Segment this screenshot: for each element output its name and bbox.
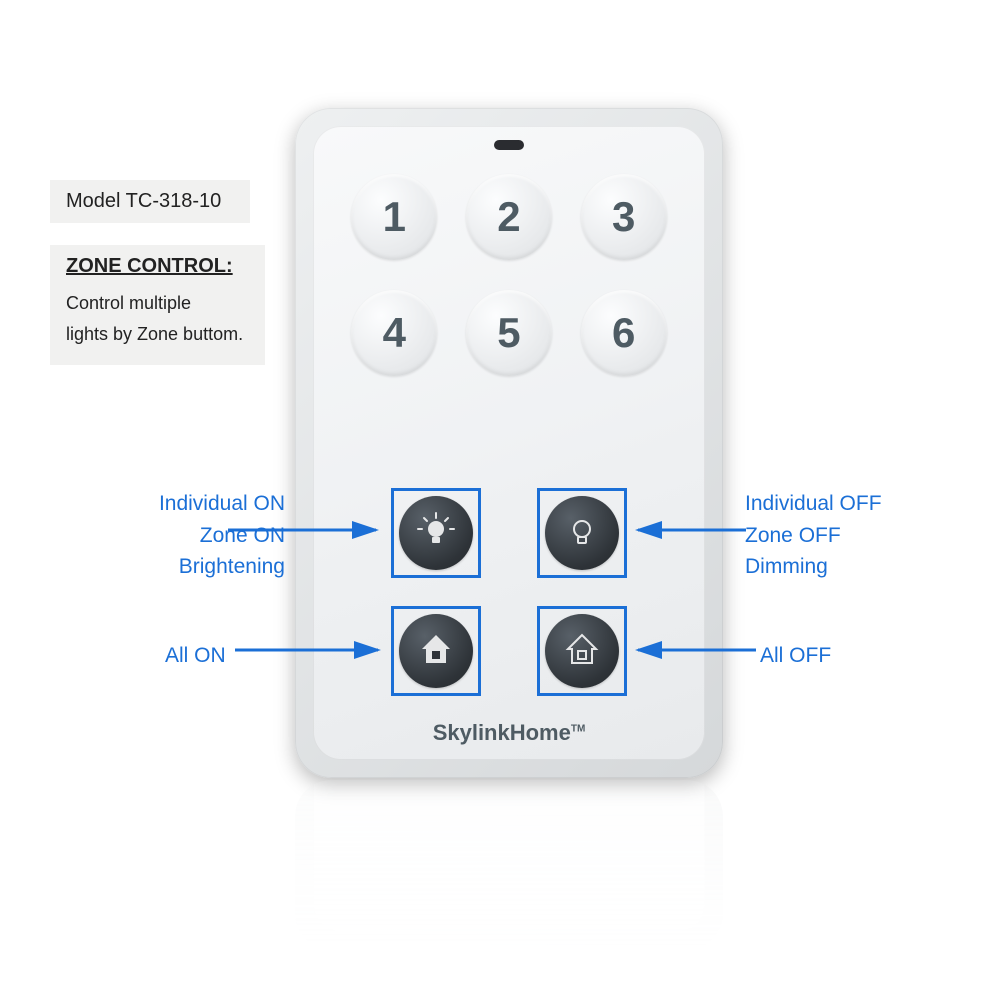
all-on-button[interactable] [399, 614, 473, 688]
remote-reflection [295, 780, 723, 950]
arrow-right-top [628, 520, 748, 540]
bulb-on-icon [416, 511, 456, 556]
zone-button-5[interactable]: 5 [466, 290, 552, 376]
individual-off-button[interactable] [545, 496, 619, 570]
model-label: Model TC-318-10 [50, 180, 250, 223]
zone-button-2[interactable]: 2 [466, 174, 552, 260]
individual-on-button[interactable] [399, 496, 473, 570]
highlight-house-off [537, 606, 627, 696]
zone-desc: Control multiple lights by Zone buttom. [66, 288, 249, 349]
highlight-house-on [391, 606, 481, 696]
led-indicator [494, 140, 524, 150]
arrow-left-bottom [235, 640, 390, 660]
house-on-icon [416, 629, 456, 674]
bulb-off-icon [562, 511, 602, 556]
callout-individual-off: Individual OFF Zone OFF Dimming [745, 488, 882, 583]
highlight-bulb-off [537, 488, 627, 578]
zone-control-label: ZONE CONTROL: Control multiple lights by… [50, 245, 265, 365]
zone-button-3[interactable]: 3 [581, 174, 667, 260]
arrow-left-top [228, 520, 388, 540]
remote-device: 1 2 3 4 5 6 [295, 108, 723, 778]
zone-button-4[interactable]: 4 [351, 290, 437, 376]
callout-all-off: All OFF [760, 640, 831, 672]
all-off-button[interactable] [545, 614, 619, 688]
remote-face: 1 2 3 4 5 6 [313, 126, 705, 760]
callout-all-on: All ON [165, 640, 226, 672]
highlight-bulb-on [391, 488, 481, 578]
zone-button-1[interactable]: 1 [351, 174, 437, 260]
brand-label: SkylinkHomeTM [433, 720, 586, 746]
arrow-right-bottom [628, 640, 758, 660]
house-off-icon [562, 629, 602, 674]
zone-button-6[interactable]: 6 [581, 290, 667, 376]
zone-heading: ZONE CONTROL: [66, 255, 249, 278]
number-button-grid: 1 2 3 4 5 6 [351, 174, 667, 376]
